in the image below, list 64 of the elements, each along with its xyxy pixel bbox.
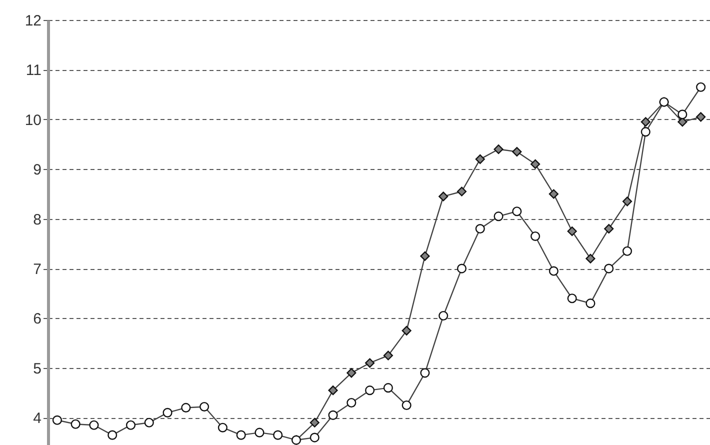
point [383,350,393,360]
point [494,144,504,154]
point [89,420,99,430]
point [310,432,320,442]
point [530,231,540,242]
point [696,82,706,92]
point [438,310,448,321]
point [548,266,558,276]
point [475,224,485,234]
point [365,386,375,396]
point [365,358,375,368]
point [548,189,558,199]
point [567,226,577,236]
point [512,146,522,157]
point [310,418,320,428]
y-tick-label: 8 [33,211,42,228]
point [383,383,393,393]
y-tick-label: 6 [33,310,42,328]
point [530,159,540,169]
point [52,415,62,425]
y-tick-label: 7 [33,261,42,278]
point [420,368,430,378]
point [236,430,246,440]
point [494,212,504,222]
point [678,117,688,127]
point [70,419,80,429]
point [402,400,412,410]
point [475,154,485,164]
point [126,420,136,430]
point [162,408,172,418]
point [678,110,688,120]
point [144,418,154,428]
point [328,386,338,396]
point [402,326,412,336]
point [622,196,632,206]
point [328,410,338,420]
point [420,251,430,261]
y-tick-label: 12 [24,12,42,30]
y-tick-label: 4 [33,410,42,428]
point [640,117,650,127]
point [586,298,596,308]
point [438,192,448,202]
point [567,294,577,304]
point [640,127,650,137]
point [512,206,522,216]
point [218,422,228,432]
point [604,224,614,234]
point [456,186,467,196]
point [108,430,118,440]
point [696,112,706,122]
point [622,246,632,256]
point [604,264,614,274]
point [181,402,191,412]
point [254,428,264,438]
point [200,402,210,412]
point [586,254,596,264]
point [456,264,467,274]
point [346,368,356,378]
y-tick-label: 9 [33,162,42,179]
y-tick-label: 10 [24,112,42,129]
y-tick-label: 11 [26,62,42,80]
point [346,398,356,408]
y-tick-label: 5 [33,360,42,378]
point [273,430,283,440]
